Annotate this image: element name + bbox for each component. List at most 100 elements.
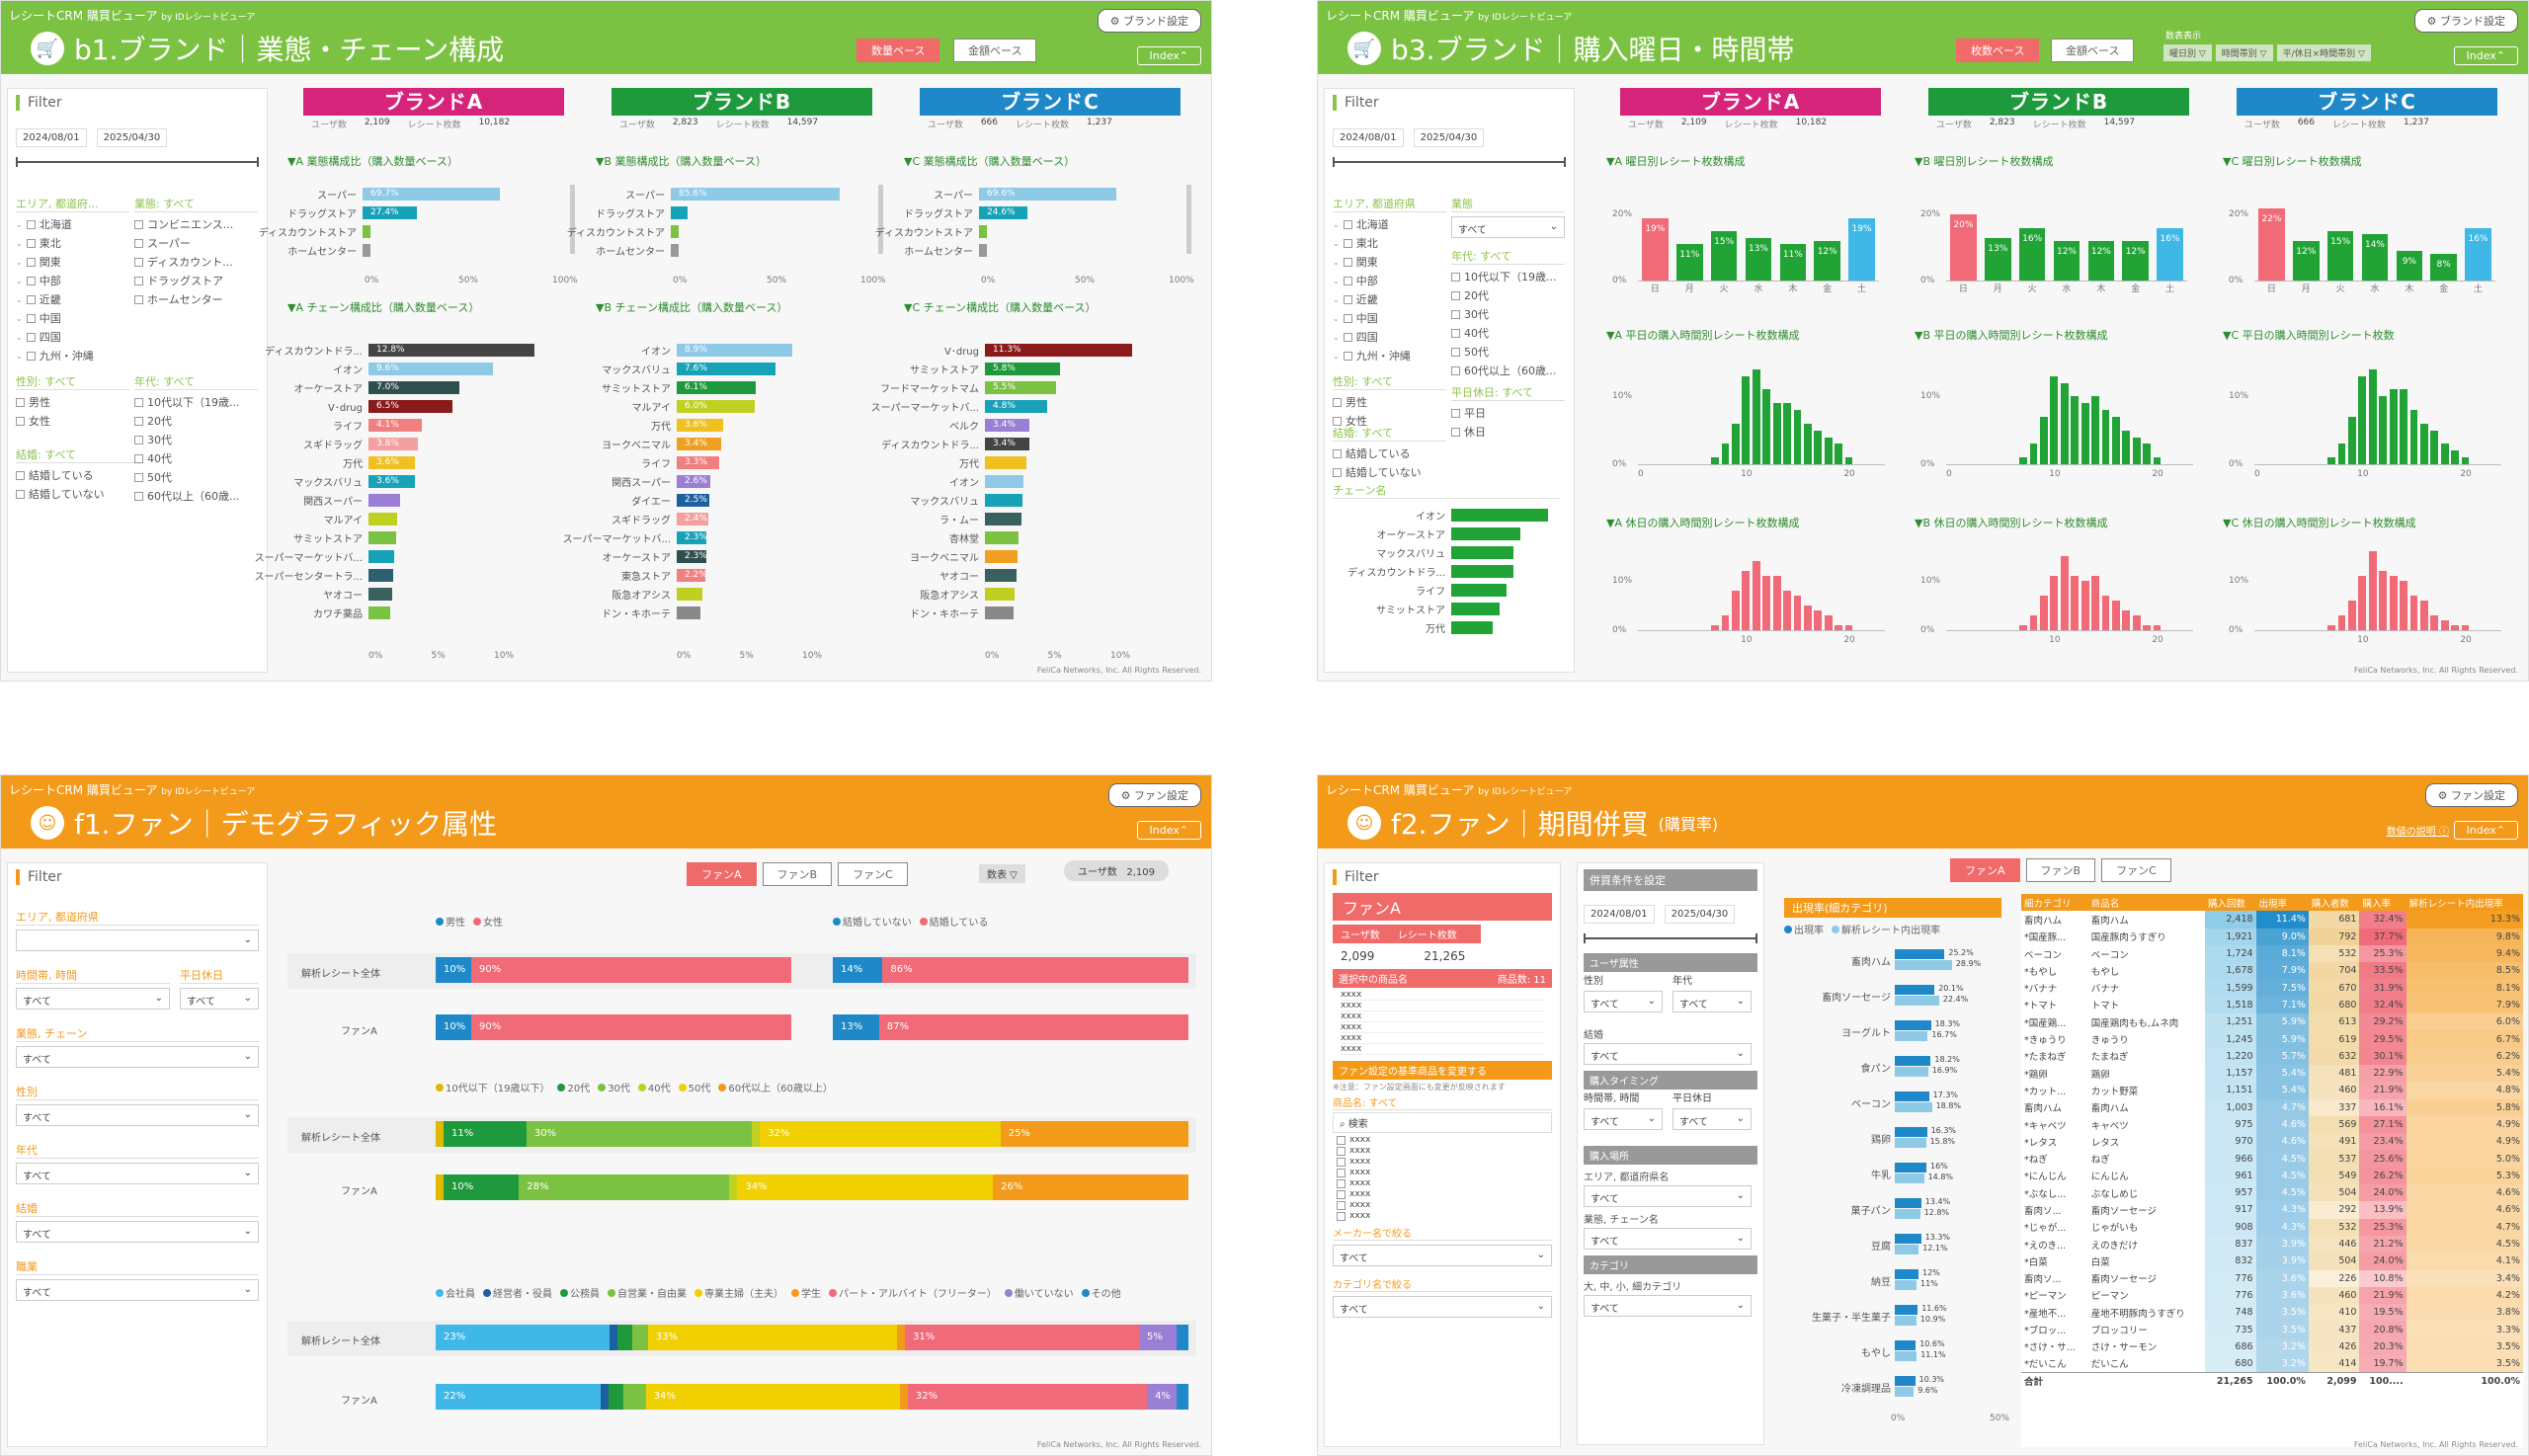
table-row[interactable]: *にんじん にんじん 961 4.5% 549 26.2% 5.3% — [2021, 1167, 2523, 1185]
checkbox[interactable] — [16, 397, 25, 407]
table-row[interactable]: *たまねぎ たまねぎ 1,220 5.7% 632 30.1% 6.2% — [2021, 1047, 2523, 1065]
area-item[interactable]: ⌄ 関東 — [1333, 254, 1446, 270]
married-item[interactable]: 結婚していない — [1333, 464, 1446, 480]
count-base-button[interactable]: 数量ベース — [857, 39, 940, 62]
biz-item[interactable]: ドラッグストア — [134, 273, 258, 288]
scrollbar[interactable] — [878, 185, 883, 254]
change-base-button[interactable]: ファン設定の基準商品を変更する — [1333, 1061, 1552, 1080]
table-row[interactable]: *ブロッ... ブロッコリー 735 3.5% 437 20.8% 3.3% — [2021, 1321, 2523, 1338]
biz-item[interactable]: コンビニエンス... — [134, 216, 258, 232]
fan-settings-button[interactable]: ⚙ ファン設定 — [2424, 783, 2518, 807]
biz-item[interactable]: ディスカウント... — [134, 254, 258, 270]
filter-select[interactable]: すべて ⌄ — [1584, 1108, 1663, 1130]
married-item[interactable]: 結婚していない — [16, 486, 134, 502]
table-row[interactable]: ベーコン ベーコン 1,724 8.1% 532 25.3% 9.4% — [2021, 944, 2523, 963]
checkbox[interactable] — [134, 491, 143, 501]
checkbox[interactable] — [1343, 294, 1352, 304]
date-slider[interactable] — [16, 153, 259, 167]
scrollbar[interactable] — [1186, 185, 1191, 254]
filter-select[interactable]: すべて ⌄ — [16, 1163, 259, 1184]
checkbox[interactable] — [1343, 219, 1352, 229]
checkbox[interactable] — [1451, 328, 1460, 338]
age-item[interactable]: 50代 — [134, 469, 258, 485]
table-row[interactable]: 畜肉ハム 畜肉ハム 2,418 11.4% 681 32.4% 13.3% — [2021, 911, 2523, 929]
product-item[interactable]: xxxx — [1337, 1135, 1548, 1145]
checkbox[interactable] — [134, 238, 143, 248]
amount-base-button[interactable]: 金額ベース — [2051, 39, 2135, 62]
checkbox[interactable] — [1451, 347, 1460, 357]
checkbox[interactable] — [1337, 1189, 1346, 1199]
index-button[interactable]: Index⌃ — [2453, 46, 2518, 65]
table-row[interactable]: *カット... カット野菜 1,151 5.4% 460 21.9% 4.8% — [2021, 1082, 2523, 1099]
date-from[interactable]: 2024/08/01 — [16, 128, 87, 147]
area-item[interactable]: ⌄ 九州・沖縄 — [1333, 348, 1446, 364]
area-item[interactable]: ⌄ 近畿 — [16, 291, 129, 307]
holiday-item[interactable]: 休日 — [1451, 424, 1565, 440]
display-option[interactable]: 時間帯別 ▽ — [2215, 44, 2273, 61]
checkbox[interactable] — [134, 397, 143, 407]
product-item[interactable]: xxxx — [1337, 1211, 1548, 1221]
filter-select[interactable]: すべて ⌄ — [1672, 1108, 1752, 1130]
filter-select[interactable]: すべて ⌄ — [16, 1046, 259, 1068]
area-item[interactable]: ⌄ 中部 — [1333, 273, 1446, 288]
checkbox[interactable] — [134, 219, 143, 229]
checkbox[interactable] — [1337, 1168, 1346, 1177]
age-item[interactable]: 60代以上（60歳... — [134, 488, 258, 504]
maker-select[interactable]: すべて ⌄ — [1333, 1245, 1552, 1266]
checkbox[interactable] — [26, 351, 36, 361]
filter-select[interactable]: すべて ⌄ — [16, 1104, 259, 1126]
date-slider[interactable] — [1333, 153, 1566, 167]
product-item[interactable]: xxxx — [1337, 1146, 1548, 1156]
checkbox[interactable] — [26, 238, 36, 248]
checkbox[interactable] — [1337, 1157, 1346, 1167]
area-item[interactable]: ⌄ 中国 — [16, 310, 129, 326]
biz-item[interactable]: スーパー — [134, 235, 258, 251]
table-row[interactable]: *国産豚... 国産豚肉うすぎり 1,921 9.0% 792 37.7% 9.8% — [2021, 928, 2523, 945]
product-item[interactable]: xxxx — [1337, 1178, 1548, 1188]
age-item[interactable]: 10代以下（19歳... — [1451, 269, 1565, 284]
age-item[interactable]: 30代 — [1451, 306, 1565, 322]
date-from[interactable]: 2024/08/01 — [1584, 905, 1655, 924]
index-button[interactable]: Index⌃ — [2453, 821, 2518, 840]
checkbox[interactable] — [26, 313, 36, 323]
area-item[interactable]: ⌄ 四国 — [1333, 329, 1446, 345]
checkbox[interactable] — [16, 489, 25, 499]
date-slider[interactable] — [1584, 930, 1757, 943]
checkbox[interactable] — [1451, 427, 1460, 437]
age-item[interactable]: 20代 — [134, 413, 258, 429]
age-item[interactable]: 20代 — [1451, 287, 1565, 303]
filter-select[interactable]: ⌄ — [16, 930, 259, 951]
date-to[interactable]: 2025/04/30 — [96, 128, 168, 147]
fan-tab[interactable]: ファンA — [687, 862, 757, 886]
table-row[interactable]: *トマト トマト 1,518 7.1% 680 32.4% 7.9% — [2021, 996, 2523, 1014]
checkbox[interactable] — [26, 219, 36, 229]
table-row[interactable]: *ぶなし... ぶなしめじ 957 4.5% 504 24.0% 4.6% — [2021, 1184, 2523, 1202]
table-row[interactable]: *産地不... 産地不明豚肉うすぎり 748 3.5% 410 19.5% 3.8% — [2021, 1304, 2523, 1322]
fan-tab[interactable]: ファンA — [1950, 858, 2020, 882]
checkbox[interactable] — [134, 294, 143, 304]
table-row[interactable]: 畜肉ソ... 畜肉ソーセージ 917 4.3% 292 13.9% 4.6% — [2021, 1201, 2523, 1219]
checkbox[interactable] — [16, 470, 25, 480]
filter-select[interactable]: すべて ⌄ — [1584, 1295, 1752, 1317]
filter-select[interactable]: すべて ⌄ — [1584, 991, 1663, 1012]
display-option[interactable]: 曜日別 ▽ — [2163, 44, 2212, 61]
index-button[interactable]: Index⌃ — [1136, 46, 1201, 65]
checkbox[interactable] — [1451, 309, 1460, 319]
age-item[interactable]: 40代 — [134, 450, 258, 466]
checkbox[interactable] — [1337, 1135, 1346, 1145]
date-to[interactable]: 2025/04/30 — [1664, 905, 1736, 924]
checkbox[interactable] — [1333, 397, 1342, 407]
age-item[interactable]: 60代以上（60歳... — [1451, 363, 1565, 378]
checkbox[interactable] — [1337, 1178, 1346, 1188]
brand-settings-button[interactable]: ⚙ ブランド設定 — [2413, 9, 2518, 33]
index-button[interactable]: Index⌃ — [1136, 821, 1201, 840]
holiday-item[interactable]: 平日 — [1451, 405, 1565, 421]
table-row[interactable]: *キャベツ キャベツ 975 4.6% 569 27.1% 4.9% — [2021, 1115, 2523, 1134]
product-item[interactable]: xxxx — [1337, 1168, 1548, 1177]
mode-select[interactable]: 数表 ▽ — [979, 864, 1025, 883]
married-item[interactable]: 結婚している — [1333, 445, 1446, 461]
search-input[interactable]: ⌕ 検索 — [1333, 1112, 1552, 1133]
display-option[interactable]: 平/休日×時間帯別 ▽ — [2276, 44, 2371, 61]
checkbox[interactable] — [1343, 313, 1352, 323]
product-item[interactable]: xxxx — [1337, 1189, 1548, 1199]
